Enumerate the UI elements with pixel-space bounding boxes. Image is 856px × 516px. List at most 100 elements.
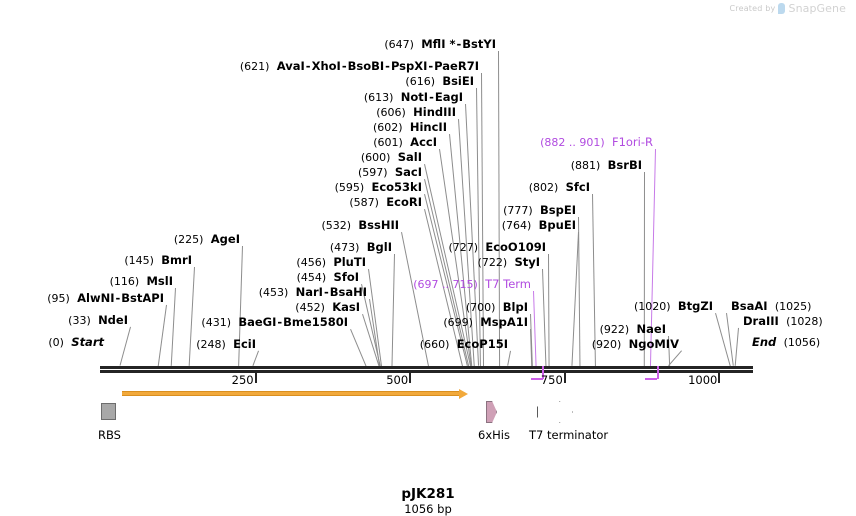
site-position: (727) <box>448 241 479 254</box>
site-label-blpi[interactable]: (700) BlpI <box>466 300 528 315</box>
site-position: (1056) <box>783 336 821 349</box>
site-label-bsshii[interactable]: (532) BssHII <box>321 218 399 233</box>
site-enzyme-name: NgoMIV <box>628 337 679 351</box>
leader-line-ecii <box>252 350 259 366</box>
site-enzyme-name: BlpI <box>502 300 528 314</box>
site-label-baegi[interactable]: (431) BaeGI-Bme1580I <box>201 315 348 330</box>
site-enzyme-name: BspEI <box>540 203 576 217</box>
site-label-bspei[interactable]: (777) BspEI <box>503 203 576 218</box>
site-label-bgli[interactable]: (473) BglI <box>330 241 392 255</box>
site-label-f1ori-r[interactable]: (882 .. 901) F1ori-R <box>540 136 653 150</box>
plasmid-size: 1056 bp <box>404 502 452 516</box>
site-label-styi[interactable]: (722) StyI <box>478 256 540 270</box>
site-label-ecori[interactable]: (587) EcoRI <box>349 195 422 210</box>
site-label-bpuei[interactable]: (764) BpuEI <box>501 219 576 233</box>
site-label-mfli[interactable]: (647) MflI *-BstYI <box>384 38 496 52</box>
site-position: (764) <box>501 219 532 232</box>
site-label-sfoi[interactable]: (454) SfoI <box>297 271 359 285</box>
ruler-label-500: 500 <box>386 373 409 387</box>
site-position: (881) <box>570 159 601 172</box>
site-label-naei[interactable]: (922) NaeI <box>599 322 666 337</box>
ruler-label-250: 250 <box>231 373 254 387</box>
leader-line-styi <box>542 269 547 367</box>
site-label-ndei[interactable]: (33) NdeI <box>68 313 128 328</box>
site-enzyme-name: SalI <box>397 150 422 164</box>
site-label-hincii[interactable]: (602) HincII <box>373 121 447 135</box>
site-label-ecop15i[interactable]: (660) EcoP15I <box>419 338 508 352</box>
site-label-draiii[interactable]: DraIII (1028) <box>743 315 823 329</box>
site-enzyme-name: AvaI <box>276 59 305 73</box>
site-label-nari[interactable]: (453) NarI-BsaHI <box>259 285 367 300</box>
plasmid-backbone-line-top <box>100 366 753 369</box>
site-label-hindiii[interactable]: (606) HindIII <box>376 106 456 120</box>
site-label-alwni[interactable]: (95) AlwNI-BstAPI <box>47 291 164 306</box>
site-label-end[interactable]: End (1056) <box>752 336 821 350</box>
site-name-separator: - <box>341 59 347 73</box>
plasmid-backbone-line-bottom <box>100 370 753 373</box>
ruler-label-750: 750 <box>540 373 563 387</box>
site-label-ecoo109i[interactable]: (727) EcoO109I <box>448 240 546 255</box>
site-label-agei[interactable]: (225) AgeI <box>174 233 240 247</box>
site-position: (660) <box>419 338 450 351</box>
site-label-sfci[interactable]: (802) SfcI <box>529 180 590 195</box>
plasmid-name: pJK281 <box>401 486 455 502</box>
site-label-bsiei[interactable]: (616) BsiEI <box>405 75 474 89</box>
site-enzyme-name: BssHII <box>358 218 399 232</box>
site-enzyme-name: EcoRI <box>386 195 422 209</box>
site-enzyme-name: NarI <box>295 285 323 299</box>
site-enzyme-name: SacI <box>394 165 422 179</box>
site-label-mspa1i[interactable]: (699) MspA1I <box>443 315 528 330</box>
site-label-sali[interactable]: (600) SalI <box>361 150 422 165</box>
site-label-kasi[interactable]: (452) KasI <box>295 301 360 315</box>
site-enzyme-name: EciI <box>233 337 256 351</box>
site-label-noti[interactable]: (613) NotI-EagI <box>363 91 463 105</box>
site-position: (922) <box>599 323 630 336</box>
site-position: (699) <box>443 316 473 329</box>
leader-line-btgzi <box>715 313 731 367</box>
leader-line-ngomiv <box>668 350 682 366</box>
site-position: (777) <box>503 204 533 217</box>
snapgene-bookmark-icon <box>778 3 786 14</box>
site-label-avai[interactable]: (621) AvaI-XhoI-BsoBI-PspXI-PaeR7I <box>240 59 479 74</box>
site-enzyme-name: NaeI <box>636 322 666 336</box>
site-enzyme-name: EcoO109I <box>485 240 546 254</box>
site-position: (595) <box>334 181 365 194</box>
site-label-start[interactable]: (0) Start <box>48 335 104 350</box>
primer-tick <box>657 366 660 379</box>
legend-label-rbs: RBS <box>98 428 121 442</box>
site-enzyme-name: SfcI <box>565 180 590 194</box>
site-enzyme-name: AccI <box>410 135 437 149</box>
site-label-ecii[interactable]: (248) EciI <box>196 337 256 352</box>
site-name-separator: - <box>115 291 121 305</box>
site-label-bmri[interactable]: (145) BmrI <box>124 253 192 268</box>
site-enzyme-name: MspA1I <box>480 315 528 329</box>
site-enzyme-name: BsaAI <box>731 299 768 313</box>
site-label-btgzi[interactable]: (1020) BtgZI <box>634 300 713 314</box>
cds-feature-arrow[interactable] <box>121 389 468 399</box>
ruler-label-1000: 1000 <box>688 373 718 387</box>
site-position: (116) <box>109 275 140 288</box>
site-label-bsrbi[interactable]: (881) BsrBI <box>570 159 642 173</box>
site-enzyme-name: NdeI <box>98 313 128 327</box>
site-label-t7term[interactable]: (697 .. 715) T7 Term <box>413 278 531 292</box>
site-label-bsaai[interactable]: BsaAI (1025) <box>731 299 811 314</box>
site-position: (145) <box>124 254 154 267</box>
site-label-eco53ki[interactable]: (595) Eco53kI <box>334 181 422 195</box>
site-enzyme-name: AlwNI <box>77 291 115 305</box>
site-label-acci[interactable]: (601) AccI <box>373 135 437 150</box>
site-enzyme-name: BmrI <box>161 253 192 267</box>
site-label-ngomiv[interactable]: (920) NgoMIV <box>592 337 679 352</box>
site-position: (606) <box>376 106 406 119</box>
site-label-pluti[interactable]: (456) PluTI <box>296 256 366 270</box>
site-label-msli[interactable]: (116) MslI <box>109 275 173 289</box>
legend-label-his: 6xHis <box>478 428 510 442</box>
site-position: (613) <box>363 91 394 104</box>
site-name-separator: - <box>385 59 390 73</box>
site-position: (882 .. 901) <box>540 136 605 149</box>
site-label-saci[interactable]: (597) SacI <box>358 165 422 180</box>
site-position: (532) <box>321 219 352 232</box>
site-name-separator: - <box>277 315 283 329</box>
site-enzyme-name: XhoI <box>311 59 341 73</box>
site-enzyme-name: Start <box>71 335 104 349</box>
site-enzyme-name: Bme1580I <box>283 315 348 329</box>
